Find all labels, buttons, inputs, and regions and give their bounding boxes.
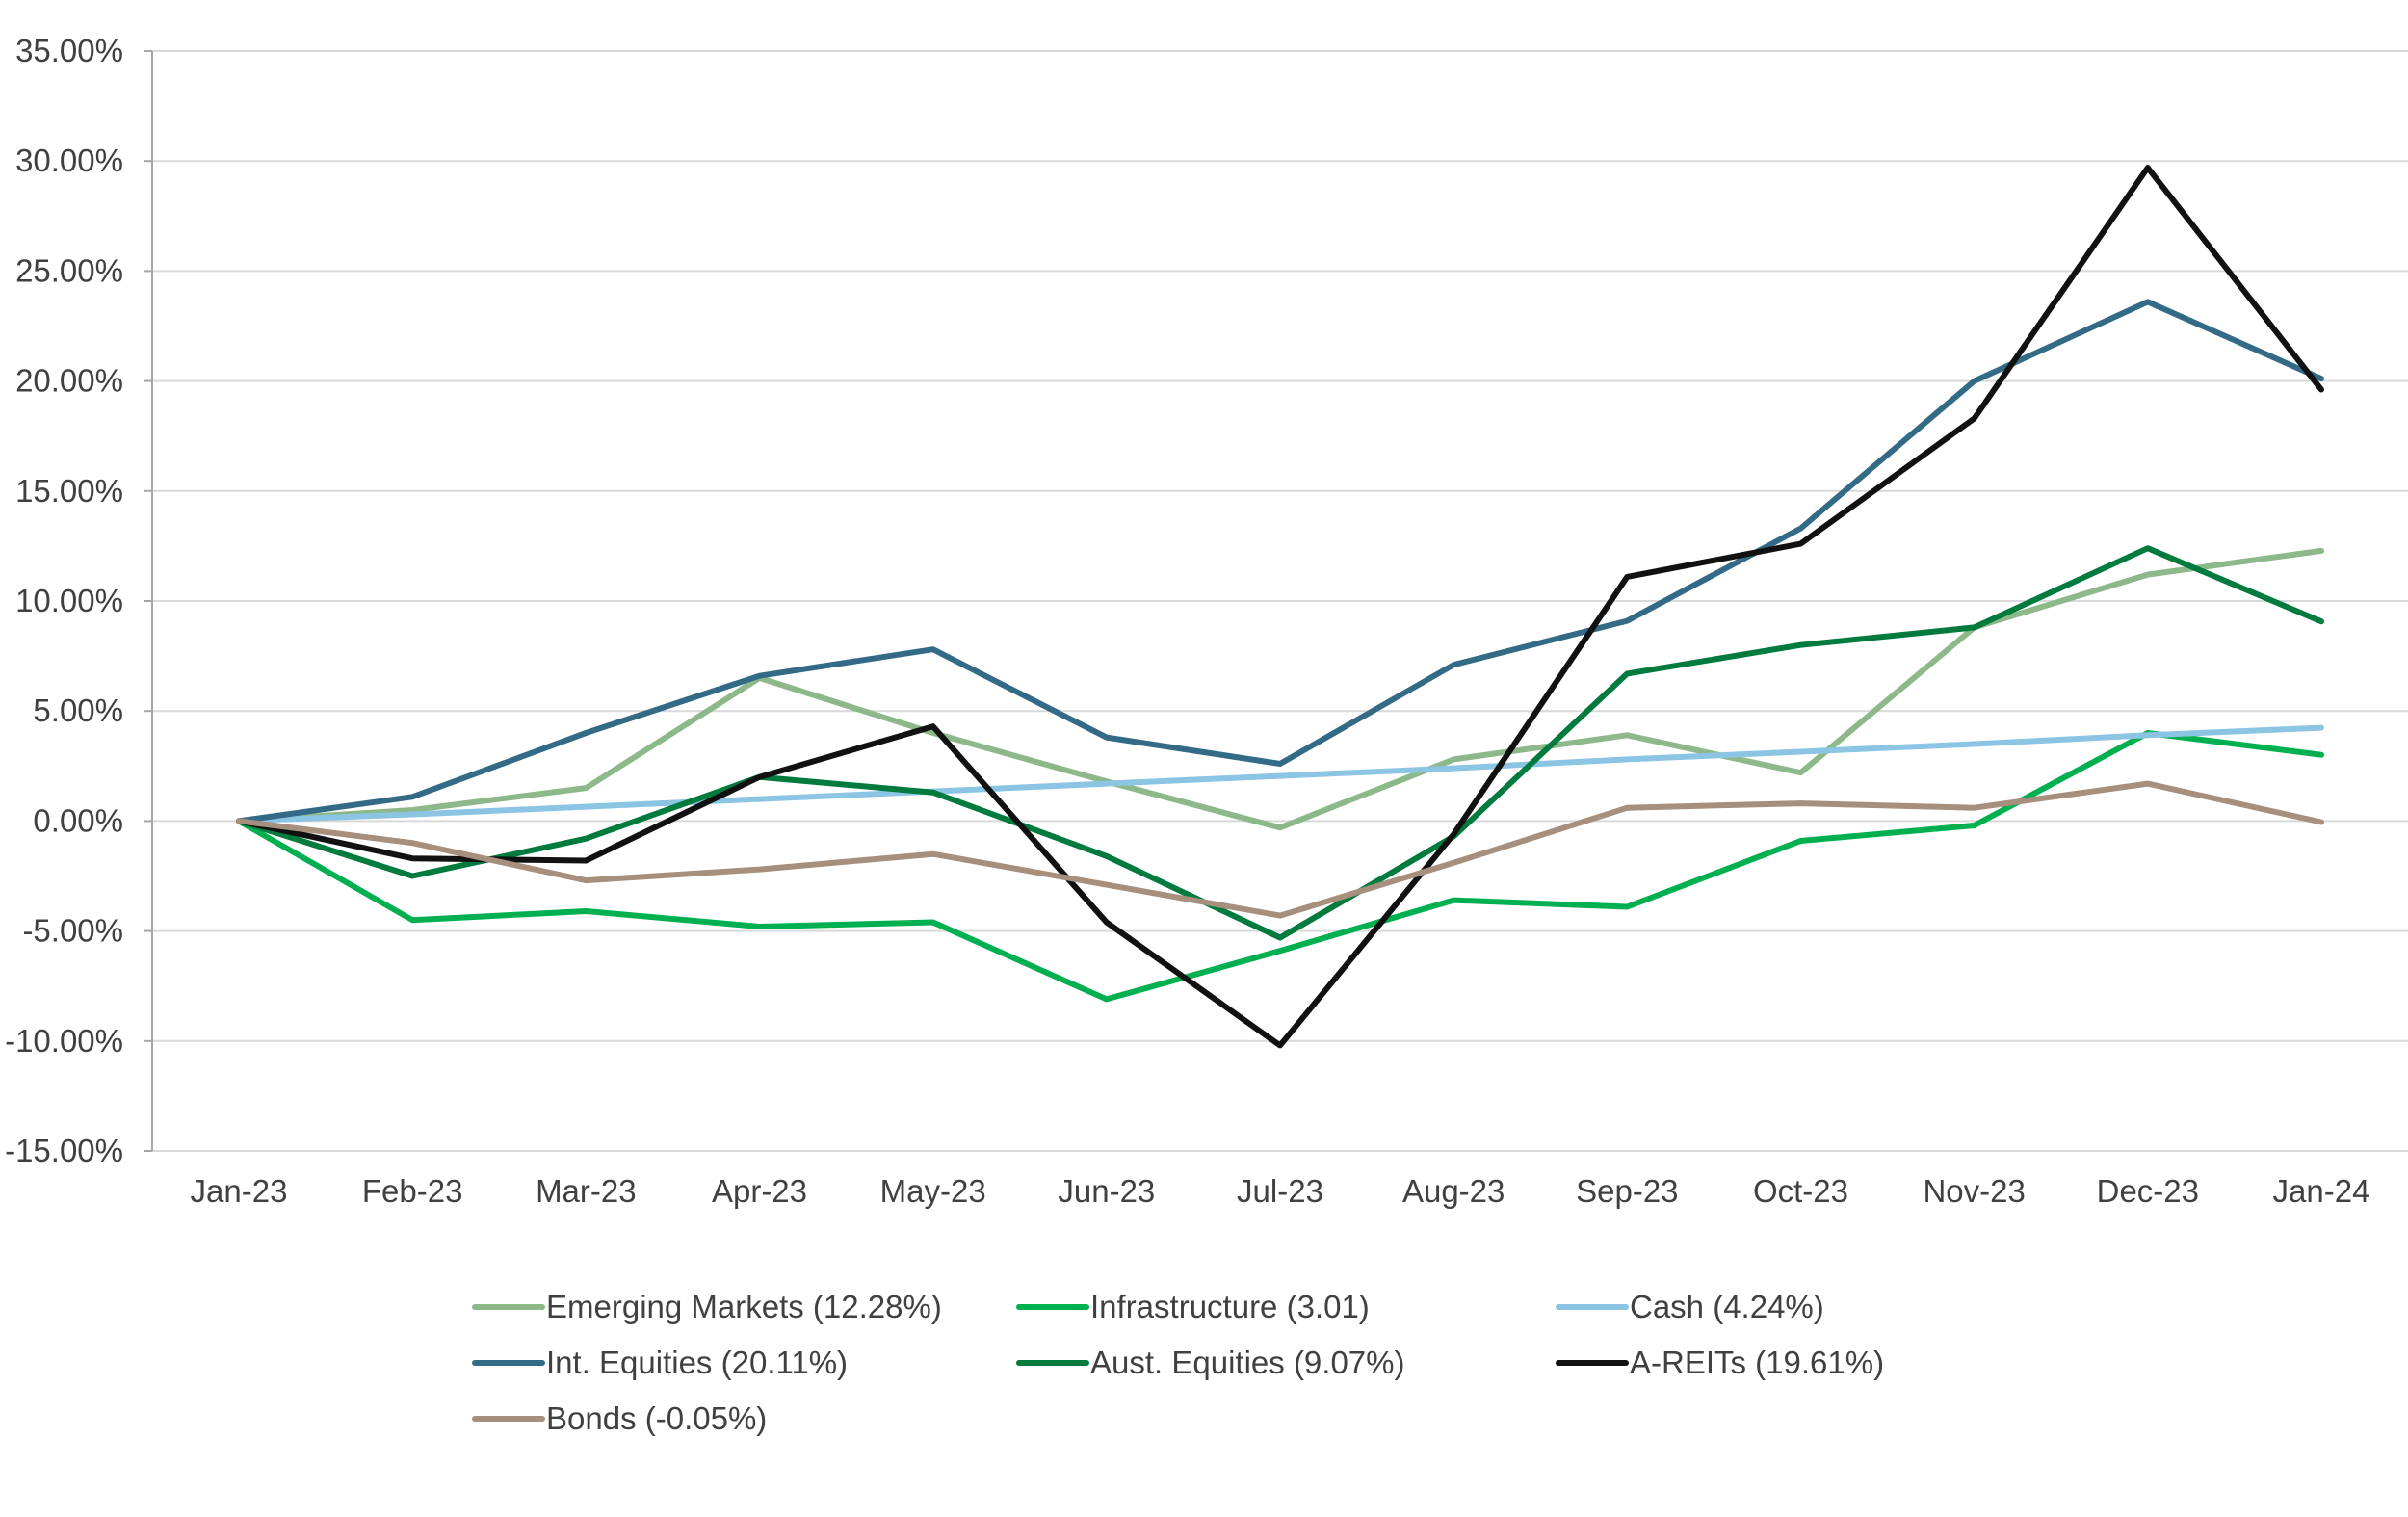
legend: Emerging Markets (12.28%) Infrastructure … [472,1289,1884,1436]
series-line-4 [236,299,2324,824]
legend-item: Int. Equities (20.11%) [472,1345,848,1380]
legend-label: Infrastructure (3.01) [1090,1289,1370,1324]
y-tick-label: 10.00% [15,583,123,618]
x-tick-label: Feb-23 [362,1173,463,1209]
x-axis-tick-labels: Jan-23 Feb-23 Mar-23 Apr-23 May-23 Jun-23 Jul-… [191,1173,2370,1209]
legend-item: Bonds (-0.05%) [472,1400,767,1436]
legend-label: A-REITs (19.61%) [1630,1345,1884,1380]
legend-label: Int. Equities (20.11%) [546,1345,848,1380]
y-tick-label: 0.00% [33,802,123,838]
legend-label: Cash (4.24%) [1630,1289,1824,1324]
y-tick-label: -15.00% [5,1133,123,1168]
x-tick-label: Apr-23 [712,1173,807,1209]
y-tick-label: -10.00% [5,1023,123,1059]
series-line-3 [236,724,2324,824]
gridlines [152,50,2408,1152]
x-tick-label: Jun-23 [1058,1173,1155,1209]
series-line-2 [236,730,2324,1003]
series-lines [236,165,2324,1049]
x-tick-label: Nov-23 [1923,1173,2025,1209]
legend-item: Infrastructure (3.01) [1016,1289,1370,1324]
y-tick-label: 5.00% [33,693,123,728]
x-tick-label: Oct-23 [1753,1173,1848,1209]
series-line-6 [236,165,2324,1049]
y-axis-tick-labels: 35.00% 30.00% 25.00% 20.00% 15.00% 10.00% 5.00… [5,33,123,1168]
x-tick-label: May-23 [880,1173,986,1209]
series-line-1 [236,547,2324,831]
x-tick-label: Aug-23 [1402,1173,1505,1209]
y-tick-label: 20.00% [15,363,123,399]
series-line-5 [236,545,2324,941]
y-tick-label: 15.00% [15,473,123,509]
y-tick-label: 30.00% [15,143,123,178]
axes [144,50,153,1152]
legend-item: Aust. Equities (9.07%) [1016,1345,1405,1380]
y-tick-label: 25.00% [15,252,123,288]
legend-item: A-REITs (19.61%) [1556,1345,1884,1380]
x-tick-label: Jan-23 [191,1173,288,1209]
x-tick-label: Mar-23 [536,1173,637,1209]
legend-label: Emerging Markets (12.28%) [546,1289,942,1324]
x-tick-label: Sep-23 [1576,1173,1678,1209]
y-tick-label: -5.00% [22,913,123,949]
x-tick-label: Jul-23 [1237,1173,1323,1209]
legend-label: Aust. Equities (9.07%) [1090,1345,1405,1380]
x-tick-label: Dec-23 [2097,1173,2199,1209]
legend-item: Emerging Markets (12.28%) [472,1289,942,1324]
x-tick-label: Jan-24 [2273,1173,2370,1209]
legend-label: Bonds (-0.05%) [546,1400,767,1436]
y-tick-label: 35.00% [15,33,123,68]
series-line-7 [236,780,2324,919]
legend-item: Cash (4.24%) [1556,1289,1824,1324]
